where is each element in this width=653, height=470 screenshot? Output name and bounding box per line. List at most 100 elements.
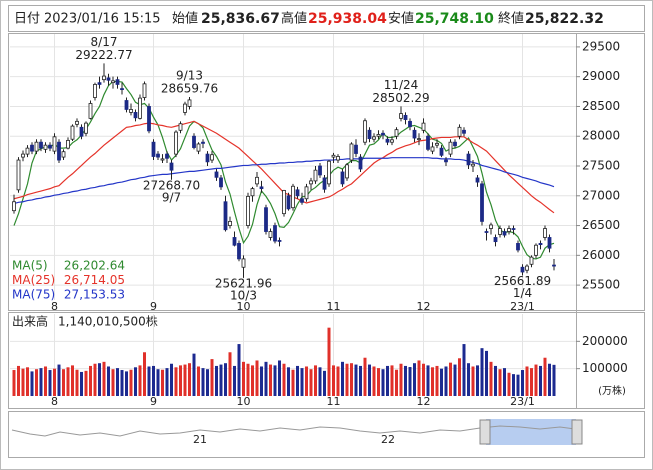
volume-bar [57,364,61,396]
candle-body [399,113,403,119]
price-panel [8,33,645,311]
volume-bar [314,365,317,396]
volume-bar [480,348,484,396]
candle-body [543,228,547,238]
candle-body [381,132,385,136]
candle-body [385,138,390,143]
volume-bar [287,367,290,396]
candle-body [304,186,309,200]
volume-bar [228,352,232,396]
candle-body [363,120,367,143]
candle-body [291,185,295,209]
candle-body [358,156,363,170]
volume-bar [134,367,137,396]
volume-bar [368,364,371,396]
volume-bar [62,369,65,396]
volume-bar [300,368,304,396]
volume-bar [237,344,241,396]
volume-bar [516,374,520,396]
candle-body [426,135,430,150]
volume-bar [305,366,308,396]
x-tick-label: 8 [51,300,58,313]
x-tick-label: 10 [237,300,251,313]
volume-bar [462,344,466,396]
candle-body [106,77,111,81]
volume-bar [251,365,254,396]
volume-bar [44,366,47,396]
ma-line [13,80,555,260]
volume-bar [381,369,385,396]
navigator-label: 21 [193,433,207,446]
candle-body [444,159,448,163]
volume-bar [53,368,56,396]
volume-bar [440,368,443,396]
navigator-handle[interactable] [571,419,583,445]
candle-body [129,109,133,113]
volume-panel [8,312,645,409]
open: 25,836.67 [201,11,280,27]
volume-bar [431,367,434,396]
candle-body [484,231,489,233]
low-label: 安値 [388,11,414,27]
candle-body [277,240,282,242]
candle-body [12,201,16,212]
volume-bar [170,363,173,396]
x-tick-label: 12 [417,300,431,313]
volume-bar [413,363,416,396]
candle-body [349,143,354,161]
annotation-date: 9/7 [162,190,181,204]
volume-bar [417,360,421,396]
volume-bar [215,365,218,396]
navigator-handle[interactable] [479,419,491,445]
y-tick-label: 29500 [582,39,620,53]
high-label: 高値 [281,11,307,27]
volume-bar [273,365,277,396]
candle-body [16,159,21,191]
legend-value: 27,153.53 [64,288,125,302]
volume-bar [449,362,452,396]
candle-body [39,141,43,149]
volume-bar [489,361,493,396]
volume-bar [404,365,407,396]
volume-bar [269,364,272,396]
volume-bar [66,367,70,396]
candle-body [547,237,552,249]
volume-bar [372,366,376,396]
y-tick-label: 26500 [582,218,620,232]
date-label: 日付 [14,12,40,27]
candle-body [331,154,336,158]
candle-body [223,201,228,231]
volume-unit: (万株) [598,384,626,397]
volume-bar [102,361,106,396]
candle-body [327,160,331,185]
candle-body [286,195,291,210]
y-tick-label: 25500 [582,278,620,292]
volume-bar [512,374,515,396]
candle-body [219,177,223,188]
volume-subtitle: 1,140,010,500株 [58,314,158,329]
volume-bar [125,371,128,396]
volume-bar [129,369,133,396]
volume-bar [21,368,25,396]
annotation-value: 27268.70 [143,178,200,192]
candle-body [169,162,174,171]
volume-bar [530,368,533,396]
candle-body [201,141,205,144]
y-tick-label: 100000 [582,361,628,375]
volume-bar [467,363,470,396]
candle-body [336,156,340,161]
candle-body [480,183,484,222]
candle-body [70,125,75,140]
candle-body [237,243,241,260]
candle-body [439,147,444,156]
candle-body [214,171,219,178]
volume-bar [183,364,187,396]
low: 25,748.10 [415,11,494,27]
candle-body [30,144,34,152]
candle-body [246,195,250,226]
volume-bar [539,365,542,396]
candle-body [313,169,318,182]
candle-body [124,100,129,110]
